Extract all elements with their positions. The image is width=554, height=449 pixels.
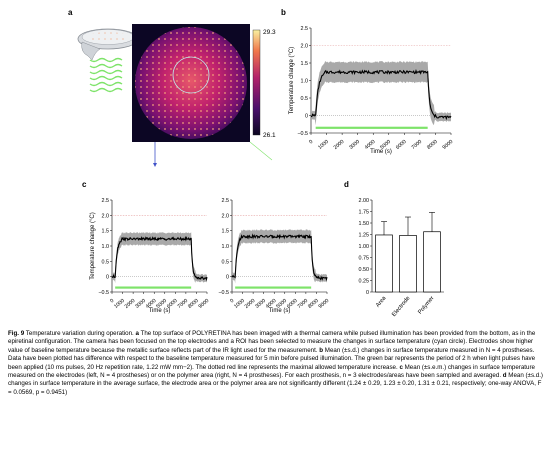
x-axis-label: Time (s) [370,149,392,155]
panel-c: c −0.500.51.01.52.02.5010002000300040005… [82,180,330,314]
panel-b-letter: b [281,8,286,17]
mean-line [231,233,328,282]
category-label: Polymer [417,295,435,315]
x-tick-label: 9000 [318,298,331,310]
y-tick-label: −0.5 [218,290,229,296]
prosthesis-illustration [77,28,139,61]
y-tick-label: 1.25 [359,233,370,239]
y-tick-label: 1.00 [359,244,370,250]
y-tick-label: 0.25 [359,279,370,285]
caption-c-text: Mean (±s.e.m.) changes in surface temper… [8,363,535,380]
y-tick-label: 1.50 [359,221,370,227]
y-tick-label: 0 [305,114,308,120]
panel-c-letter: c [82,180,87,189]
panel-b: b −0.500.51.01.52.02.50 1000 2000 3000 4000 5… [281,8,454,155]
colorbar: 29.3 26.1 [252,29,276,139]
y-tick-label: −0.5 [297,131,308,137]
roi-circle [172,56,210,94]
x-tick-label: 7000 [410,139,423,151]
y-tick-label: −0.5 [98,290,109,296]
bar [375,234,393,293]
x-axis-label: Time (s) [149,308,171,314]
y-tick-label: 2.5 [301,26,309,32]
y-axis-label: Temperature change (°C) [90,212,96,279]
y-tick-label: 2.00 [359,198,370,204]
caption-d-text: Mean (±s.d.) changes in surface temperat… [8,372,543,396]
caption-title: Temperature variation during operation. [25,330,134,337]
y-tick-label: 1.75 [359,210,370,216]
chart-b: −0.500.51.01.52.02.50 1000 2000 3000 4000 500… [289,26,454,155]
category-label: Area [375,295,388,309]
x-tick-label: 9000 [198,298,211,310]
x-tick-label: 3000 [348,139,361,151]
x-axis-label: Time (s) [269,308,291,314]
y-tick-label: 0.75 [359,256,370,262]
x-tick-label: 0 [308,139,314,146]
sd-band [232,229,327,284]
x-tick-label: 9000 [442,139,455,151]
chart-d: 0 0.25 0.50 0.75 1.00 1.25 1.50 1.75 2.00 Area Ele… [359,198,444,318]
y-tick-label: 0.5 [222,259,230,265]
panel-a: a [68,8,276,167]
light-waves-illustration [89,57,123,93]
y-tick-label: 2.0 [301,44,309,50]
y-tick-label: 0.50 [359,267,370,273]
y-tick-label: 0 [226,275,229,281]
mean-line [111,235,208,282]
sd-band [311,61,451,126]
y-tick-label: 2.0 [102,213,110,219]
y-tick-label: 1.5 [102,229,110,235]
figure-caption: Fig. 9 Temperature variation during oper… [8,330,546,397]
caption-a-letter: a [135,330,139,337]
sd-band [112,232,207,284]
x-tick-label: 6000 [395,139,408,151]
caption-a-text: The top surface of POLYRETINA has been i… [8,330,536,354]
caption-c-letter: c [399,363,403,371]
x-tick-label: 2000 [333,139,346,151]
y-tick-label: 0.5 [301,96,309,102]
category-label: Electrode [391,295,411,318]
caption-b-text: Mean (±s.d.) changes in surface temperat… [8,346,536,371]
light-on-bar [235,286,312,289]
x-tick-label: 8000 [426,139,439,151]
chart-c-left: −0.500.51.01.52.02.501000200030004000500… [90,198,210,314]
y-tick-label: 2.5 [222,198,230,204]
light-on-bar [315,126,428,129]
x-tick-label: 1000 [317,139,330,151]
figure-graphics: a [68,8,454,318]
colorbar-max-label: 29.3 [263,29,276,36]
chart-c-right: −0.500.51.01.52.02.501000200030004000500… [218,198,330,314]
y-tick-label: 0.5 [102,259,110,265]
light-on-bar [115,286,192,289]
y-tick-label: 1.0 [222,244,230,250]
caption-fig-label: Fig. 9 [8,330,25,337]
bar [423,231,441,293]
y-axis-label: Temperature change (°C) [289,47,295,114]
panel-a-letter: a [68,8,73,17]
y-tick-label: 1.5 [301,61,309,67]
bar [399,235,417,293]
y-tick-label: 1.0 [301,79,309,85]
y-tick-label: 2.0 [222,213,230,219]
mean-line [310,69,452,121]
thermal-image [132,24,273,167]
colorbar-min-label: 26.1 [263,132,276,139]
y-tick-label: 2.5 [102,198,110,204]
y-tick-label: 0 [106,275,109,281]
caption-b-letter: b [319,346,324,354]
panel-d-letter: d [344,180,349,189]
caption-d-letter: d [502,372,507,380]
x-tick-label: 0 [109,298,115,305]
x-tick-label: 0 [229,298,235,305]
panel-d: d 0 0.25 0.50 0.75 1.00 1.25 1.50 1.75 2.00 Area E… [344,180,444,318]
y-tick-label: 0 [366,290,369,296]
y-tick-label: 1.5 [222,229,230,235]
y-tick-label: 1.0 [102,244,110,250]
